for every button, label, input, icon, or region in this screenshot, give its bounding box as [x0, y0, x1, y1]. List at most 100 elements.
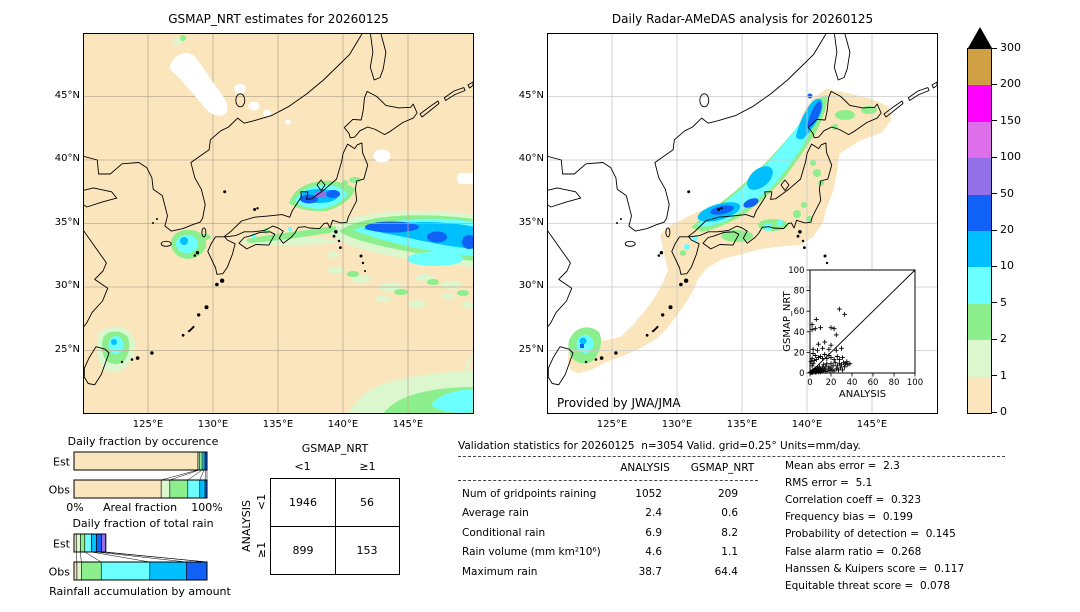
- score-line: False alarm ratio = 0.268: [785, 545, 922, 558]
- inset-scatter-points: [808, 306, 853, 375]
- stat-gsmap-value: 64.4: [714, 565, 738, 578]
- right-map-title: Daily Radar-AMeDAS analysis for 20260125: [611, 12, 874, 26]
- lon-tick-right: 140°E: [791, 419, 823, 430]
- gridlines: [83, 33, 474, 414]
- x-max-label: 100%: [191, 501, 222, 514]
- lon-tick-right: 135°E: [726, 419, 758, 430]
- divider-dashed-top: [458, 456, 1005, 457]
- radar-amedas-map: 00 20 20 40 40 60 60 80 80 100 100 ANALYSIS GSMAP_…: [547, 33, 938, 414]
- svg-text:80: 80: [794, 287, 805, 297]
- lat-tick-left: 40°N: [54, 153, 80, 164]
- chart-title: Daily fraction of total rain: [72, 517, 213, 530]
- colorbar-tick-label: 150: [1000, 113, 1021, 127]
- colorbar-tick: [992, 193, 997, 195]
- stat-gsmap-value: 8.2: [721, 526, 738, 539]
- lon-tick-right: 145°E: [856, 419, 888, 430]
- score-line: Mean abs error = 2.3: [785, 460, 900, 472]
- missing-data-patches: [169, 53, 474, 184]
- col-label-ge1: ≥1: [359, 460, 376, 473]
- stat-analysis-value: 4.6: [645, 546, 662, 559]
- colorbar-segment: [968, 231, 991, 268]
- totalrain-chart: Daily fraction of total rain Est Obs Rai…: [49, 517, 232, 598]
- colorbar-tick: [992, 120, 997, 122]
- stat-gsmap-value: 209: [717, 488, 738, 500]
- colorbar-tick-label: 50: [1000, 186, 1014, 200]
- stat-row-label: Conditional rain: [462, 526, 546, 539]
- stat-row-label: Average rain: [462, 507, 529, 520]
- gridlines: [547, 33, 938, 414]
- svg-text:40: 40: [847, 378, 858, 388]
- colorbar-tick-label: 300: [1000, 41, 1021, 54]
- colorbar-segment: [968, 376, 991, 413]
- lon-tick-left: 145°E: [392, 419, 424, 430]
- svg-text:100: 100: [788, 266, 804, 276]
- grid-divider-horizontal: [271, 526, 399, 527]
- gsmap-map: [83, 33, 474, 414]
- lon-tick-left: 135°E: [262, 419, 294, 430]
- colorbar-tick: [992, 47, 997, 49]
- colorbar-tick: [992, 229, 997, 231]
- connector-lines: [161, 469, 208, 481]
- lon-tick-right: 125°E: [596, 419, 628, 430]
- contingency-row-title: ANALYSIS: [240, 500, 253, 552]
- chart-title: Daily fraction by occurence: [68, 435, 219, 448]
- contingency-table: GSMAP_NRT <1 ≥1 ANALYSIS <1 ≥1 1946 56 8…: [230, 440, 420, 600]
- colorbar: 0 1 2 5 10 20 50 100 150 200 300: [967, 27, 1079, 427]
- map-border: [547, 33, 938, 414]
- left-map-title: GSMAP_NRT estimates for 20260125: [168, 12, 389, 26]
- score-line: Frequency bias = 0.199: [785, 511, 913, 524]
- inset-xlabel: ANALYSIS: [839, 389, 886, 400]
- colorbar-segment: [968, 267, 991, 304]
- colorbar-tick: [992, 156, 997, 158]
- colorbar-segment: [968, 303, 991, 341]
- lat-tick-right: 35°N: [518, 216, 544, 228]
- score-line: RMS error = 5.1: [785, 477, 873, 490]
- stat-analysis-value: 38.7: [638, 565, 662, 578]
- lat-tick-left: 45°N: [54, 89, 80, 101]
- col-label-lt1: <1: [294, 460, 311, 473]
- divider-dashed-header: [458, 480, 758, 481]
- stacked-bars: [73, 451, 208, 499]
- svg-text:60: 60: [794, 307, 805, 317]
- colorbar-tick-label: 20: [1000, 223, 1014, 236]
- obs-label: Obs: [49, 566, 71, 579]
- stat-analysis-value: 2.4: [645, 507, 662, 520]
- cell-miss-none: 1946: [289, 496, 317, 509]
- inset-ticks: 00 20 20 40 40 60 60 80 80 100 100: [788, 266, 923, 388]
- est-label: Est: [53, 456, 71, 469]
- stat-row-label: Rain volume (mm km²10⁶): [462, 546, 601, 559]
- colorbar-segment: [968, 340, 991, 377]
- colorbar-tick: [992, 375, 997, 377]
- colorbar-segment: [968, 158, 991, 195]
- lat-tick-right: 25°N: [518, 343, 544, 355]
- credit-text: Provided by JWA/JMA: [557, 396, 681, 410]
- colorbar-tick-label: 0: [1000, 405, 1007, 418]
- colorbar-tick-label: 2: [1000, 332, 1007, 346]
- svg-text:40: 40: [794, 328, 805, 338]
- stat-analysis-value: 1052: [635, 488, 662, 500]
- colorbar-tick: [992, 338, 997, 340]
- colorbar-tick-label: 1: [1000, 368, 1007, 382]
- x-min-label: 0%: [66, 501, 83, 514]
- obs-label: Obs: [49, 484, 71, 497]
- lon-tick-right: 130°E: [661, 419, 693, 430]
- scatter-inset: 00 20 20 40 40 60 60 80 80 100 100 ANALYSIS GSMAP_…: [782, 266, 923, 400]
- colorbar-tick-label: 5: [1000, 295, 1007, 309]
- map-border: [83, 33, 474, 414]
- svg-text:0: 0: [799, 369, 804, 379]
- svg-text:100: 100: [907, 378, 923, 388]
- score-line: Correlation coeff = 0.323: [785, 494, 921, 507]
- svg-text:0: 0: [807, 378, 812, 388]
- score-line: Hanssen & Kuipers score = 0.117: [785, 562, 965, 575]
- lat-tick-left: 30°N: [54, 280, 80, 291]
- lon-tick-left: 130°E: [197, 419, 229, 430]
- x-axis-label: Rainfall accumulation by amount: [49, 585, 231, 598]
- colorbar-bar: [967, 48, 992, 414]
- est-label: Est: [53, 538, 71, 551]
- inset-ylabel: GSMAP_NRT: [782, 290, 793, 351]
- colorbar-tick: [992, 411, 997, 413]
- colorbar-tick: [992, 265, 997, 267]
- x-axis-label: Areal fraction: [103, 501, 177, 514]
- col-header-analysis: ANALYSIS: [620, 462, 670, 474]
- colorbar-segment: [968, 49, 991, 86]
